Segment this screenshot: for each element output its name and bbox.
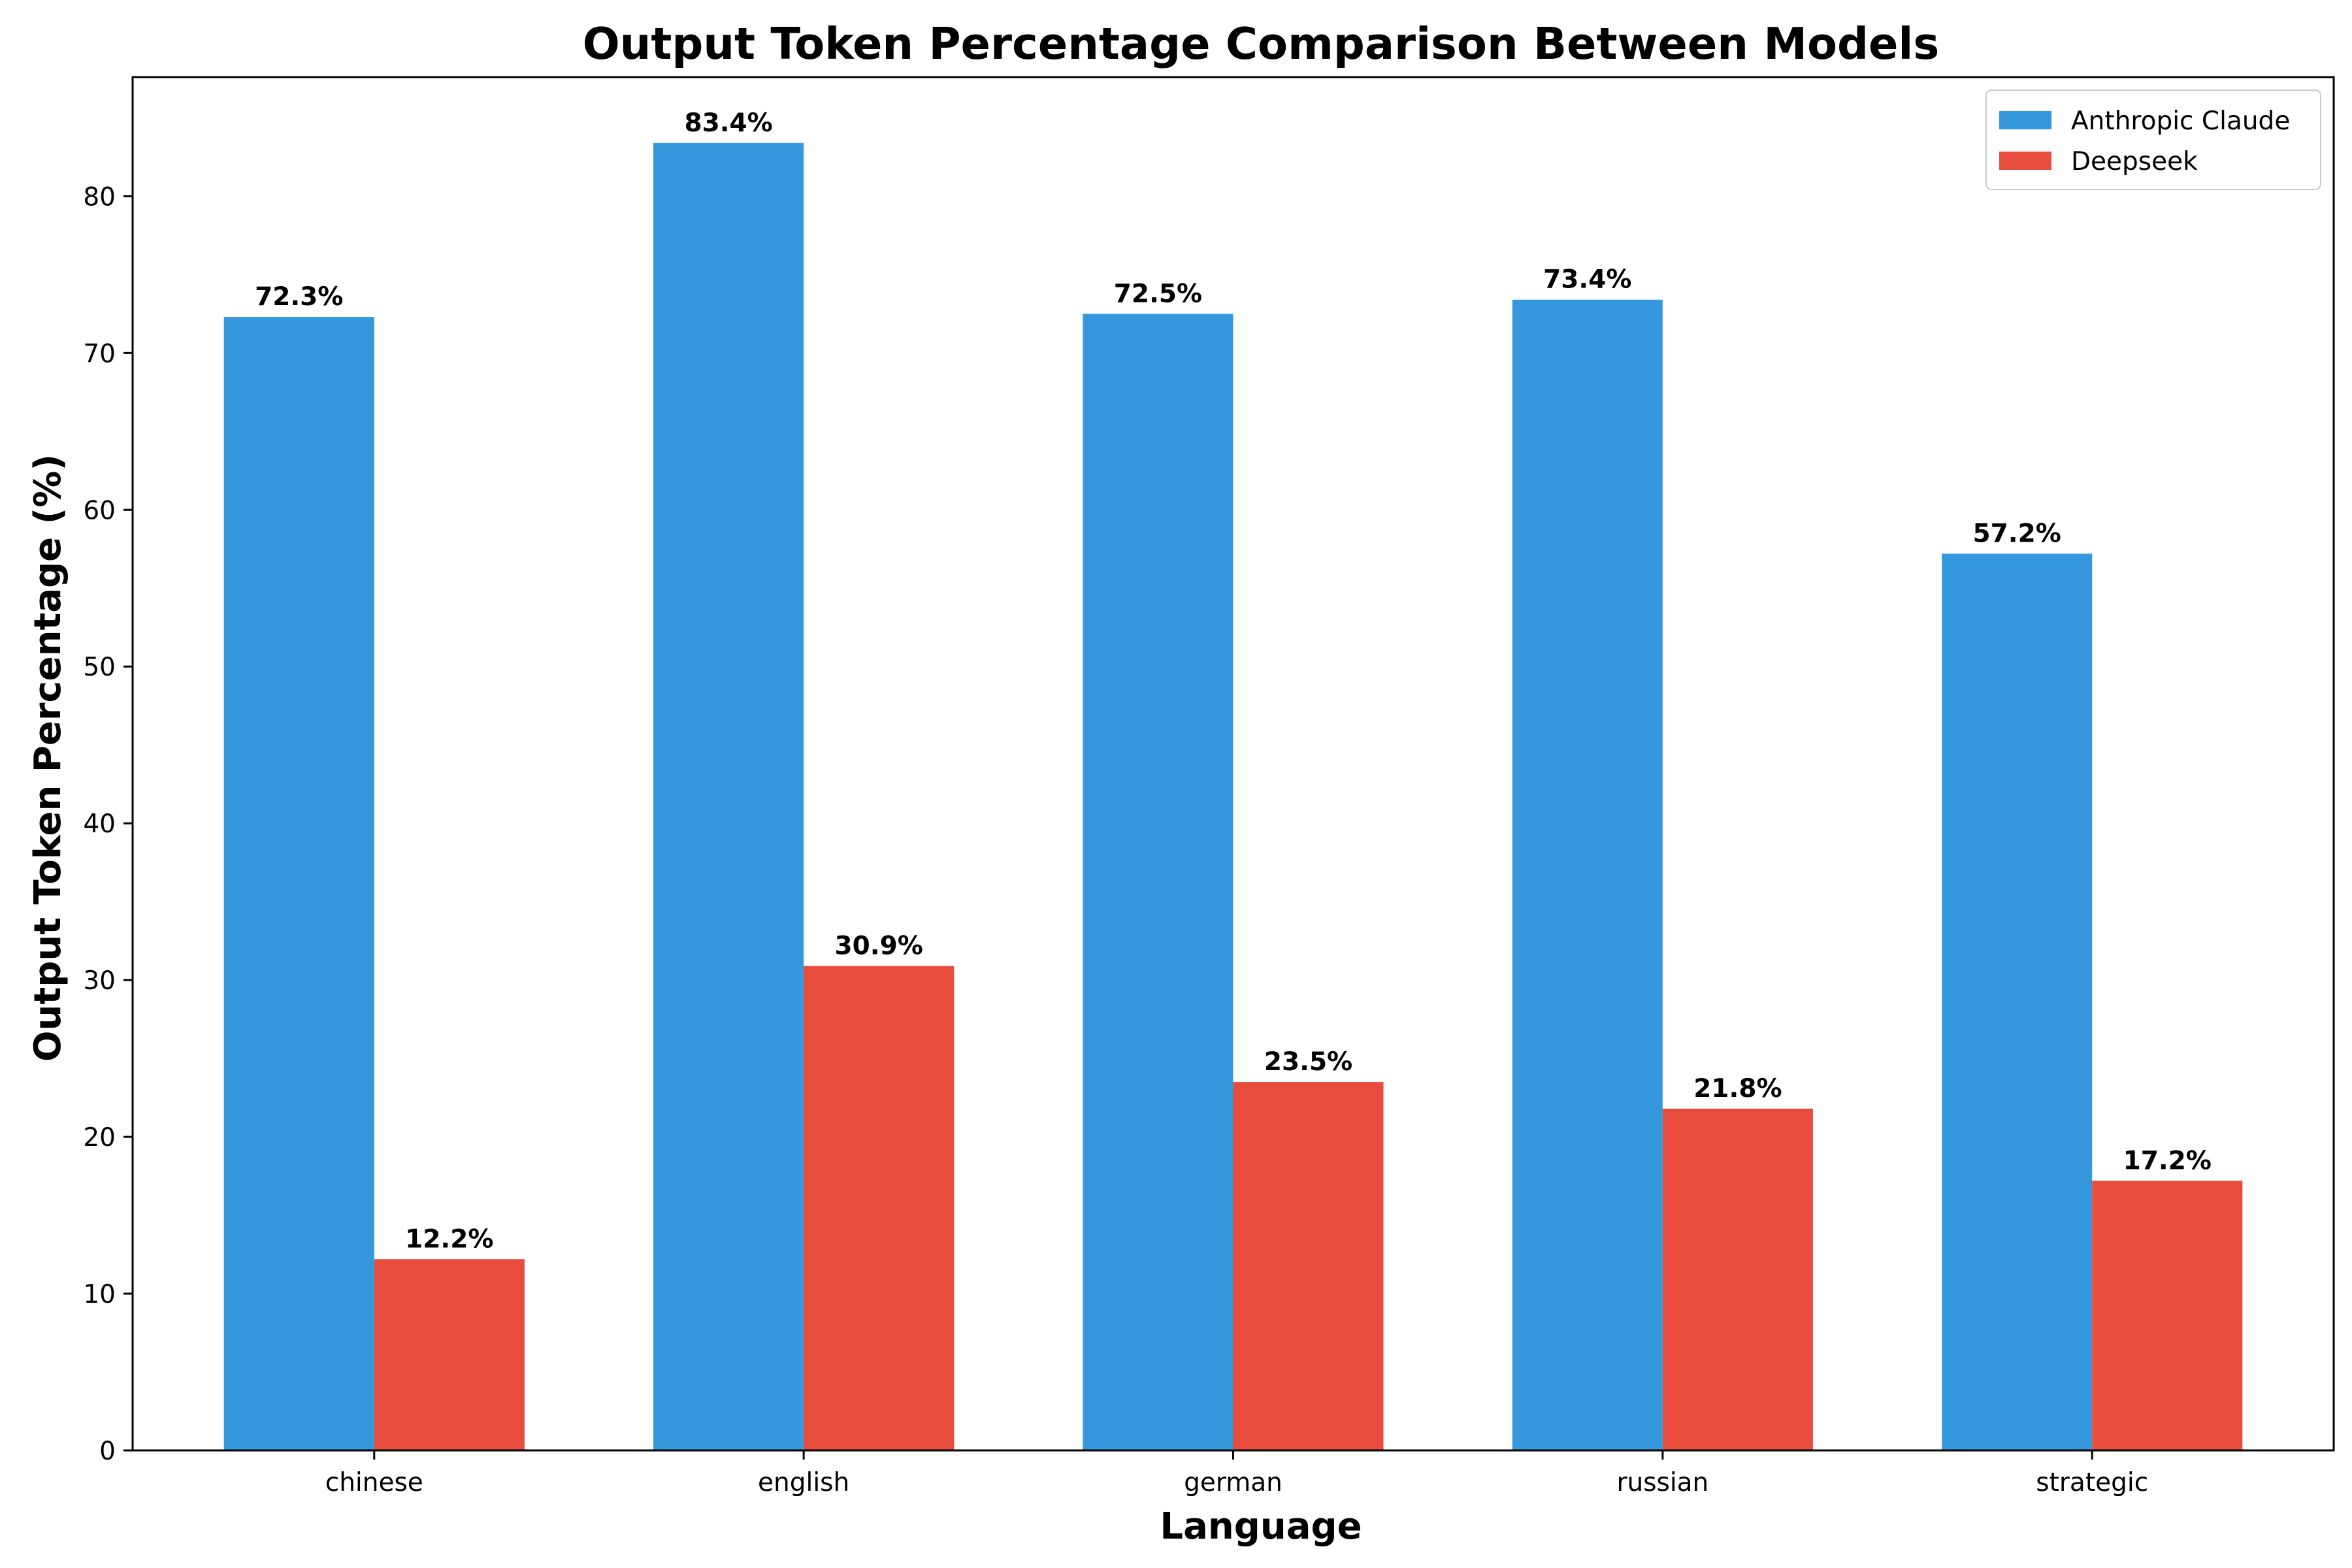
x-tick-label: german (1184, 1468, 1282, 1497)
bar-russian-series-1 (1512, 299, 1663, 1451)
y-tick-label: 40 (83, 809, 116, 839)
data-label: 17.2% (2123, 1146, 2212, 1175)
legend-box (1985, 90, 2321, 190)
bar-chinese-series-1 (223, 317, 374, 1450)
plot-area: 72.3% 83.4% 72.5% 73.4% 57.2% 12.2% 30.9% 23.5%… (83, 76, 2335, 1497)
data-label: 57.2% (1973, 519, 2061, 548)
bar-russian-series-2 (1662, 1108, 1813, 1450)
y-tick-label: 80 (83, 182, 116, 212)
x-tick-label: chinese (325, 1468, 423, 1497)
y-tick-label: 30 (83, 966, 116, 996)
bar-english-series-1 (653, 142, 804, 1451)
data-label: 72.5% (1114, 279, 1202, 308)
data-label: 12.2% (405, 1224, 493, 1254)
series-2: 12.2% 30.9% 23.5% 21.8% 17.2% (374, 932, 2243, 1450)
bar-strategic-series-1 (1942, 553, 2093, 1450)
bar-strategic-series-2 (2092, 1181, 2243, 1450)
y-tick-label: 70 (83, 339, 116, 368)
x-tick-label: russian (1616, 1468, 1708, 1497)
legend-label: Anthropic Claude (2071, 106, 2290, 136)
bar-chinese-series-2 (374, 1259, 525, 1450)
series-1: 72.3% 83.4% 72.5% 73.4% 57.2% (223, 108, 2093, 1451)
y-axis-label: Output Token Percentage (%) (27, 454, 69, 1062)
legend-swatch-2 (1999, 152, 2051, 170)
y-tick-label: 60 (83, 496, 116, 525)
x-tick-label: strategic (2036, 1468, 2148, 1497)
x-tick-label: english (758, 1468, 849, 1497)
legend-swatch-1 (1999, 111, 2051, 129)
data-label: 72.3% (255, 282, 343, 312)
data-label: 21.8% (1693, 1074, 1782, 1103)
bar-english-series-2 (804, 966, 955, 1450)
y-tick-label: 20 (83, 1123, 116, 1152)
legend: Anthropic Claude Deepseek (1985, 90, 2321, 190)
y-tick-label: 10 (83, 1280, 116, 1309)
data-label: 83.4% (684, 108, 772, 138)
bar-german-series-2 (1233, 1082, 1384, 1450)
legend-label: Deepseek (2071, 147, 2198, 176)
data-label: 23.5% (1264, 1047, 1352, 1077)
x-axis-label: Language (1160, 1505, 1362, 1548)
data-label: 30.9% (835, 932, 923, 961)
y-tick-label: 0 (99, 1437, 116, 1466)
y-tick-label: 50 (83, 653, 116, 682)
bar-german-series-1 (1083, 314, 1233, 1450)
chart-title: Output Token Percentage Comparison Betwe… (583, 18, 1940, 69)
data-label: 73.4% (1543, 265, 1631, 295)
